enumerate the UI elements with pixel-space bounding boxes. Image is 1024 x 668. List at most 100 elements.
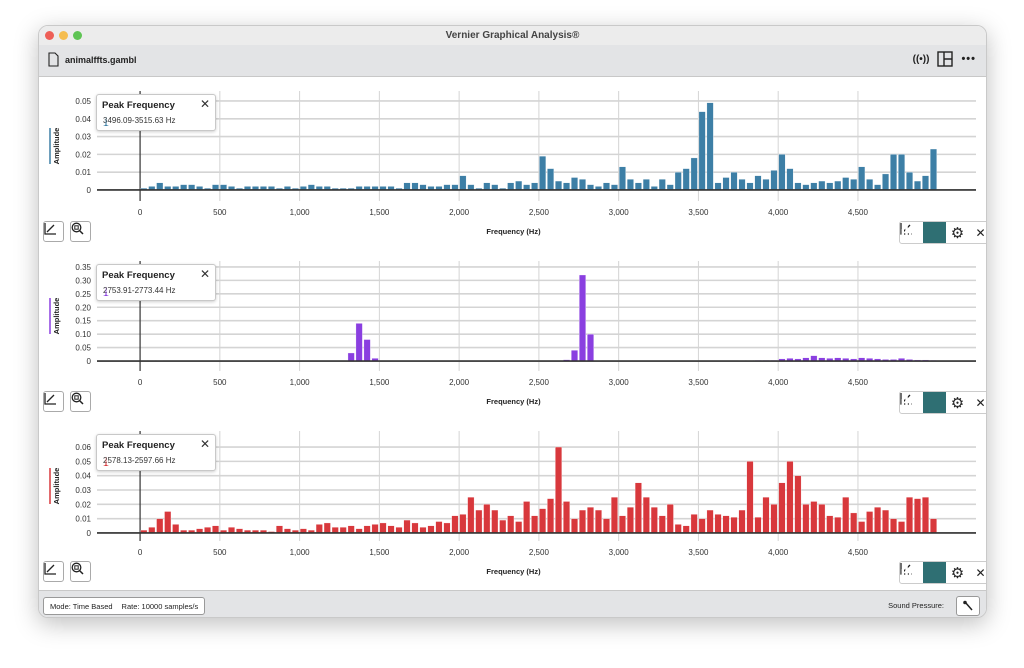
bar[interactable] — [674, 524, 682, 534]
bar[interactable] — [619, 166, 626, 191]
bar[interactable] — [858, 166, 866, 191]
bar[interactable] — [706, 509, 714, 534]
maximize-window-button[interactable] — [73, 31, 82, 40]
close-icon[interactable]: ✕ — [199, 437, 210, 451]
bar[interactable] — [914, 498, 921, 534]
bar[interactable] — [531, 515, 539, 534]
bar[interactable] — [738, 509, 746, 534]
bar[interactable] — [331, 527, 339, 534]
bar[interactable] — [411, 522, 419, 534]
bar[interactable] — [579, 509, 586, 534]
bar[interactable] — [746, 461, 754, 534]
bar[interactable] — [363, 339, 371, 362]
bar[interactable] — [866, 511, 874, 534]
bar[interactable] — [228, 527, 235, 534]
zoom-button[interactable] — [70, 391, 91, 412]
sensor-probe-button[interactable] — [956, 596, 980, 616]
bar[interactable] — [579, 179, 586, 191]
fft-bar-chart[interactable]: 0 500 1,000 1,500 2,000 2,500 3,000 3,500 4,000 4… — [39, 417, 987, 587]
close-graph-button[interactable]: ✕ — [969, 562, 986, 583]
bar[interactable] — [443, 522, 451, 534]
bar[interactable] — [786, 461, 794, 534]
bar[interactable] — [499, 519, 507, 534]
bar[interactable] — [666, 504, 674, 534]
bar-graph-button[interactable] — [901, 392, 946, 413]
bar[interactable] — [188, 184, 196, 191]
bar[interactable] — [276, 525, 283, 534]
bar[interactable] — [164, 511, 172, 534]
bar[interactable] — [571, 350, 578, 362]
bar[interactable] — [459, 514, 467, 534]
bar[interactable] — [611, 184, 618, 191]
bar[interactable] — [682, 168, 690, 191]
bar[interactable] — [802, 184, 810, 191]
bar[interactable] — [882, 173, 890, 191]
bar[interactable] — [714, 182, 722, 191]
bar[interactable] — [682, 525, 690, 534]
bar[interactable] — [642, 179, 650, 191]
bar[interactable] — [690, 514, 698, 534]
mode-rate-button[interactable]: Mode: Time Based Rate: 10000 samples/s — [43, 597, 206, 615]
close-icon[interactable]: ✕ — [199, 97, 210, 111]
bar[interactable] — [563, 501, 570, 534]
bar[interactable] — [355, 323, 363, 362]
bar[interactable] — [818, 504, 826, 534]
bar[interactable] — [890, 154, 897, 191]
bar[interactable] — [515, 180, 523, 191]
bar[interactable] — [906, 497, 913, 534]
close-graph-button[interactable]: ✕ — [969, 392, 986, 413]
bar[interactable] — [371, 524, 379, 534]
layout-icon[interactable] — [937, 51, 954, 67]
bar[interactable] — [890, 518, 897, 534]
bar[interactable] — [666, 184, 674, 191]
bar[interactable] — [722, 177, 730, 191]
bar[interactable] — [547, 498, 554, 534]
bar[interactable] — [770, 504, 778, 534]
bar[interactable] — [204, 527, 212, 534]
bar[interactable] — [443, 184, 451, 191]
bar[interactable] — [347, 352, 355, 362]
bar[interactable] — [403, 519, 411, 534]
bar[interactable] — [730, 172, 738, 191]
bar[interactable] — [898, 154, 905, 191]
bar[interactable] — [770, 170, 778, 191]
bar[interactable] — [914, 180, 921, 191]
bar[interactable] — [778, 482, 786, 534]
bar[interactable] — [826, 182, 834, 191]
bar[interactable] — [834, 517, 842, 534]
bar[interactable] — [818, 180, 826, 191]
settings-button[interactable]: ⚙ — [946, 562, 969, 583]
bar[interactable] — [922, 497, 929, 534]
close-graph-button[interactable]: ✕ — [969, 222, 986, 243]
bar[interactable] — [810, 182, 818, 191]
bar[interactable] — [427, 525, 435, 534]
bar[interactable] — [730, 517, 738, 534]
bar[interactable] — [339, 527, 347, 534]
bar[interactable] — [634, 482, 642, 534]
bar[interactable] — [802, 504, 810, 534]
bar[interactable] — [395, 527, 403, 534]
close-window-button[interactable] — [45, 31, 54, 40]
settings-button[interactable]: ⚙ — [946, 392, 969, 413]
bar[interactable] — [451, 184, 459, 191]
bar[interactable] — [650, 507, 658, 534]
bar[interactable] — [515, 521, 523, 534]
bar[interactable] — [180, 184, 188, 191]
bar[interactable] — [714, 514, 722, 534]
bar[interactable] — [930, 518, 937, 534]
bar[interactable] — [451, 515, 459, 534]
bar[interactable] — [555, 180, 562, 191]
bar[interactable] — [507, 182, 515, 191]
bar[interactable] — [220, 184, 227, 191]
bar[interactable] — [172, 524, 180, 534]
bar[interactable] — [698, 518, 706, 534]
file-name-button[interactable]: animalffts.gambl — [48, 52, 137, 67]
bar[interactable] — [467, 497, 475, 534]
bar[interactable] — [459, 175, 467, 191]
bar[interactable] — [212, 525, 219, 534]
bar[interactable] — [674, 172, 682, 191]
bar[interactable] — [507, 515, 515, 534]
bar[interactable] — [754, 175, 762, 191]
bar[interactable] — [874, 507, 882, 534]
bar-graph-button[interactable] — [901, 222, 946, 243]
